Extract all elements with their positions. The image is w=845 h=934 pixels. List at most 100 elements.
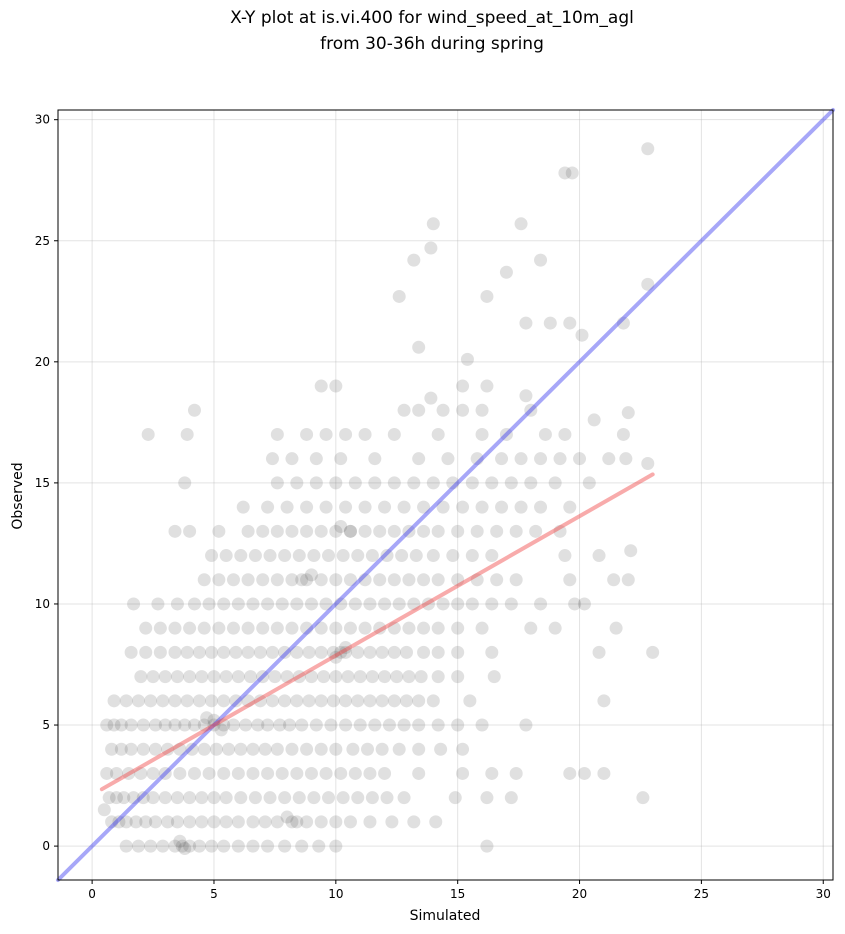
scatter-point: [300, 427, 314, 441]
scatter-point: [202, 766, 216, 780]
scatter-point: [124, 718, 138, 732]
scatter-point: [309, 718, 323, 732]
scatter-point: [187, 718, 201, 732]
scatter-point: [616, 427, 630, 441]
scatter-point: [146, 766, 160, 780]
scatter-point: [261, 766, 275, 780]
scatter-point: [304, 597, 318, 611]
scatter-point: [480, 379, 494, 393]
scatter-point: [192, 645, 206, 659]
scatter-point: [246, 839, 260, 853]
scatter-point: [185, 742, 199, 756]
scatter-point: [380, 791, 394, 805]
scatter-point: [348, 766, 362, 780]
scatter-point: [209, 742, 223, 756]
scatter-point: [241, 694, 255, 708]
scatter-point: [246, 597, 260, 611]
scatter-point: [290, 645, 304, 659]
scatter-point: [621, 573, 635, 587]
scatter-point: [329, 650, 343, 664]
scatter-point: [219, 670, 233, 684]
scatter-point: [302, 694, 316, 708]
scatter-point: [156, 694, 170, 708]
scatter-point: [353, 670, 367, 684]
scatter-point: [519, 316, 533, 330]
scatter-point: [456, 742, 470, 756]
scatter-point: [426, 694, 440, 708]
scatter-point: [624, 544, 638, 558]
scatter-point: [373, 573, 387, 587]
scatter-point: [519, 389, 533, 403]
scatter-point: [153, 645, 167, 659]
scatter-point: [414, 670, 428, 684]
scatter-point: [348, 476, 362, 490]
scatter-point: [431, 670, 445, 684]
scatter-point: [183, 670, 197, 684]
scatter-point: [334, 519, 348, 533]
scatter-point: [646, 645, 660, 659]
scatter-point: [309, 476, 323, 490]
scatter-point: [231, 670, 245, 684]
scatter-point: [265, 452, 279, 466]
scatter-point: [302, 645, 316, 659]
scatter-point: [553, 524, 567, 538]
scatter-point: [109, 766, 123, 780]
scatter-point: [375, 694, 389, 708]
scatter-point: [248, 791, 262, 805]
scatter-point: [314, 573, 328, 587]
scatter-point: [341, 670, 355, 684]
scatter-point: [319, 766, 333, 780]
scatter-point: [261, 500, 275, 514]
scatter-point: [148, 815, 162, 829]
scatter-point: [300, 524, 314, 538]
scatter-point: [358, 621, 372, 635]
scatter-point: [339, 718, 353, 732]
scatter-point: [314, 379, 328, 393]
scatter-point: [292, 670, 306, 684]
scatter-point: [412, 766, 426, 780]
scatter-point: [183, 815, 197, 829]
scatter-point: [151, 597, 165, 611]
scatter-point: [456, 379, 470, 393]
scatter-point: [100, 718, 114, 732]
scatter-point: [504, 791, 518, 805]
scatter-point: [343, 524, 357, 538]
scatter-point: [114, 718, 128, 732]
scatter-point: [470, 573, 484, 587]
scatter-point: [431, 524, 445, 538]
scatter-point: [456, 403, 470, 417]
scatter-point: [139, 621, 153, 635]
scatter-point: [241, 645, 255, 659]
scatter-point: [205, 645, 219, 659]
plot-frame: [57, 109, 834, 881]
scatter-point: [180, 694, 194, 708]
scatter-point: [253, 645, 267, 659]
chart-title-line1: X-Y plot at is.vi.400 for wind_speed_at_…: [230, 8, 634, 28]
scatter-point: [504, 476, 518, 490]
scatter-point: [217, 597, 231, 611]
fit-line: [99, 472, 655, 792]
scatter-point: [207, 718, 221, 732]
scatter-point: [417, 573, 431, 587]
scatter-point: [417, 524, 431, 538]
x-axis-label: Simulated: [410, 908, 481, 924]
scatter-point: [460, 352, 474, 366]
scatter-point: [465, 549, 479, 563]
scatter-point: [346, 742, 360, 756]
scatter-point: [475, 500, 489, 514]
scatter-point: [487, 670, 501, 684]
scatter-point: [451, 524, 465, 538]
scatter-point: [373, 621, 387, 635]
scatter-point: [431, 645, 445, 659]
scatter-point: [187, 766, 201, 780]
scatter-point: [217, 694, 231, 708]
scatter-point: [304, 670, 318, 684]
scatter-point: [256, 670, 270, 684]
scatter-point: [180, 427, 194, 441]
scatter-point: [207, 815, 221, 829]
scatter-point: [202, 597, 216, 611]
scatter-point: [195, 815, 209, 829]
identity-line: [56, 108, 835, 882]
scatter-point: [514, 217, 528, 231]
scatter-point: [170, 597, 184, 611]
